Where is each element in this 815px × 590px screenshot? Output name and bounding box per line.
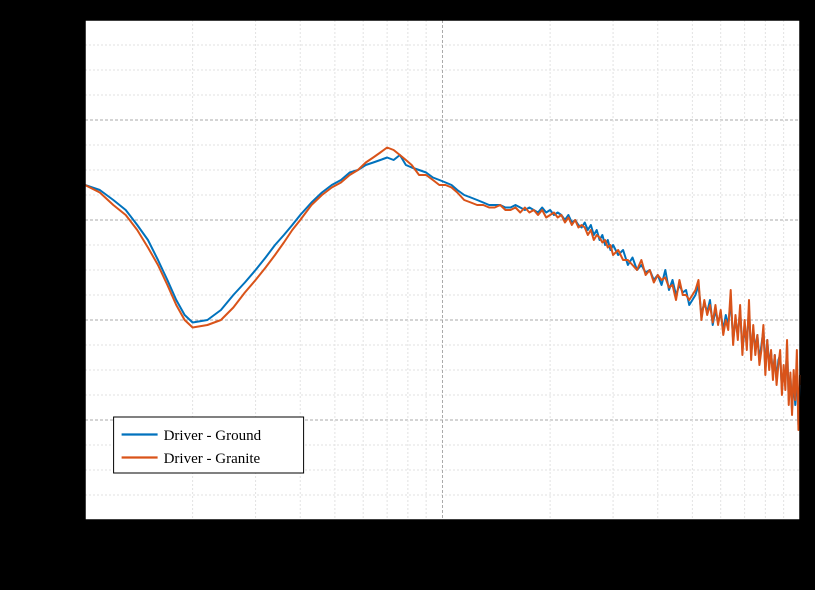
- frf-chart: -130 -110 -90 -70 -50 -30 102 103 104 FRF Magnitu…: [0, 0, 815, 590]
- legend-label: Driver - Ground: [164, 428, 262, 444]
- ytick-label: -70: [58, 212, 75, 227]
- x-axis-label: Frequency (Hz): [392, 552, 493, 569]
- xtick-label: 102: [76, 525, 94, 543]
- ytick-label: -110: [52, 412, 75, 427]
- legend-label: Driver - Granite: [164, 451, 261, 467]
- ytick-label: -30: [58, 12, 75, 27]
- ytick-label: -130: [51, 512, 75, 527]
- y-axis-label: FRF Magnitude (dB): [17, 202, 34, 337]
- xtick-label: 103: [434, 525, 452, 543]
- ytick-label: -50: [58, 112, 75, 127]
- ytick-label: -90: [58, 312, 75, 327]
- xtick-label: 104: [791, 525, 809, 543]
